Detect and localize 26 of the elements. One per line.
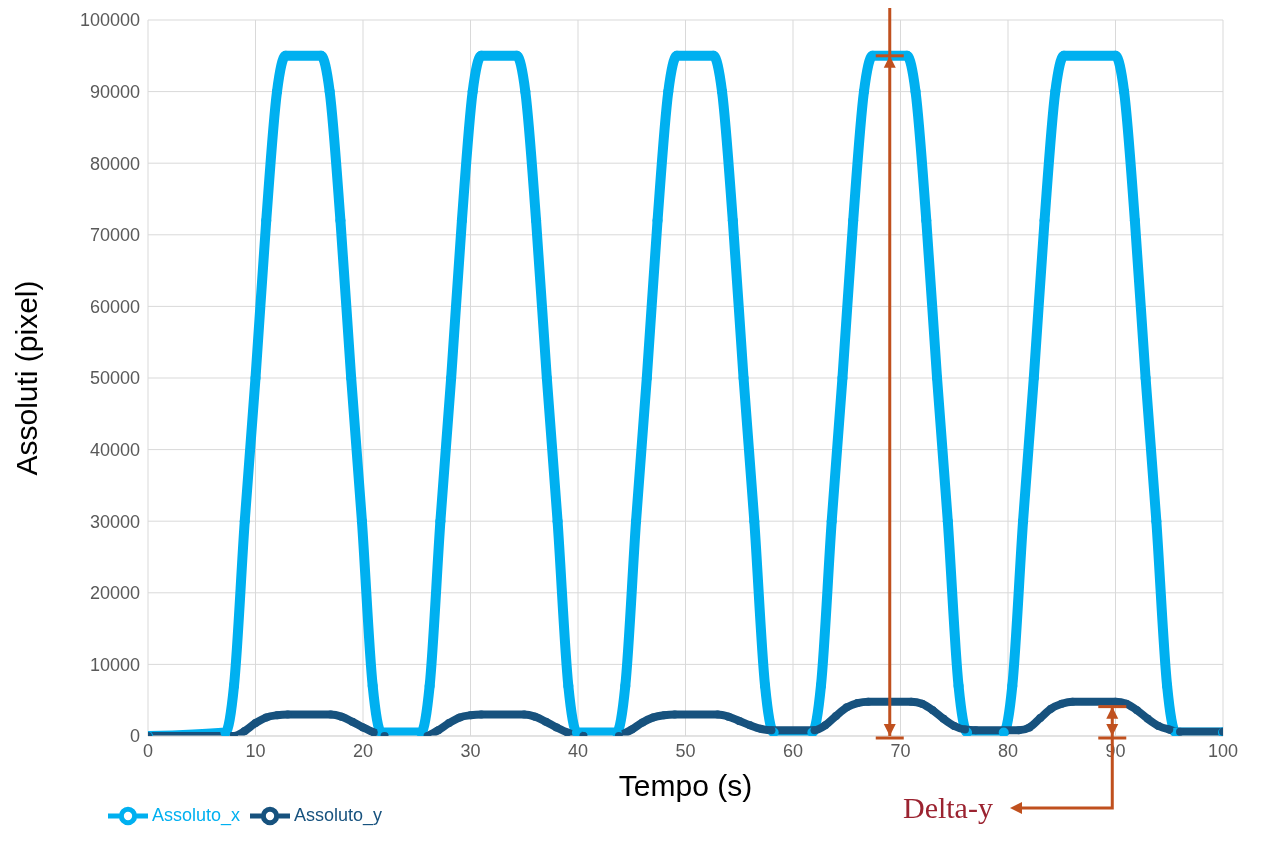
x-tick-label: 50	[675, 740, 696, 761]
text: Delta-y	[902, 791, 993, 824]
x-tick-label: 80	[997, 740, 1019, 761]
x-axis-title: Tempo (s)	[618, 769, 753, 802]
x-tick-label: 60	[782, 740, 804, 761]
x-tick-label: 20	[352, 740, 374, 761]
y-tick-label: 60000	[89, 296, 140, 317]
y-tick-label: 100000	[79, 10, 140, 31]
x-tick-label: 10	[245, 740, 266, 761]
y-tick-label: 90000	[89, 81, 140, 102]
y-tick-label: 80000	[89, 153, 140, 174]
y-axis-title: Assoluti (pixel)	[9, 280, 43, 476]
legend-label: Assoluto_y	[294, 804, 383, 825]
legend-label: Assoluto_x	[152, 804, 241, 825]
y-tick-label: 50000	[89, 368, 140, 389]
y-tick-label: 70000	[89, 225, 140, 246]
x-tick-label: 30	[460, 740, 481, 761]
y-tick-label: 0	[129, 726, 140, 747]
x-tick-label: 100	[1207, 740, 1239, 761]
y-tick-label: 10000	[89, 654, 140, 675]
x-tick-label: 40	[567, 740, 589, 761]
x-tick-label: 0	[142, 740, 154, 761]
x-tick-label: 70	[890, 740, 911, 761]
y-tick-label: 20000	[89, 583, 140, 604]
y-tick-label: 30000	[89, 511, 140, 532]
y-tick-label: 40000	[89, 439, 140, 460]
